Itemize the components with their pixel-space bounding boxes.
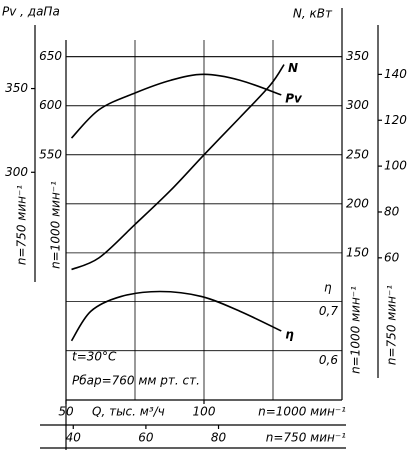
y2-750-label: n=750 мин⁻¹: [385, 285, 399, 365]
x750-tick-label: 60: [138, 431, 154, 445]
y3-title: η: [324, 281, 332, 295]
y-title: Pv , даПа: [2, 5, 60, 19]
curve: [71, 64, 285, 271]
y2-tick-label: 150: [346, 245, 369, 259]
curve-label: η: [285, 327, 294, 341]
curve-label: Pv: [285, 91, 303, 105]
x750-label: n=750 мин⁻¹: [266, 431, 346, 445]
x-tick-label: 50: [58, 405, 74, 419]
y750-tick-label: 300: [5, 165, 28, 179]
y2-speed-label: n=1000 мин⁻¹: [349, 286, 363, 374]
x750-tick-label: 80: [211, 431, 227, 445]
y-tick-label: 650: [39, 49, 62, 63]
y2-750-tick-label: 120: [384, 113, 407, 127]
y2-title: N, кВт: [293, 7, 333, 21]
y-tick-label: 600: [39, 98, 62, 112]
y-tick-label: 550: [39, 147, 62, 161]
y-speed-label: n=1000 мин⁻¹: [49, 181, 63, 269]
curve: [70, 290, 282, 342]
x750-tick-label: 40: [66, 431, 82, 445]
y3-tick-label: 0,7: [319, 304, 338, 318]
x-label: Q, тыс. м³/ч: [92, 405, 165, 419]
y2-tick-label: 350: [346, 49, 369, 63]
y2-tick-label: 300: [346, 98, 369, 112]
y2-750-tick-label: 60: [384, 250, 400, 264]
y2-tick-label: 250: [346, 147, 369, 161]
y3-tick-label: 0,6: [319, 353, 338, 367]
curve-label: N: [288, 61, 298, 75]
y750-label: n=750 мин⁻¹: [15, 185, 29, 265]
y2-750-tick-label: 100: [384, 159, 407, 173]
x-tick-label: 100: [193, 405, 216, 419]
y750-tick-label: 350: [5, 81, 28, 95]
y2-tick-label: 200: [346, 196, 369, 210]
y2-750-tick-label: 80: [384, 204, 400, 218]
annotation: t=30°C: [72, 350, 117, 364]
x-speed-label: n=1000 мин⁻¹: [258, 405, 346, 419]
annotation: Pбар=760 мм рт. ст.: [72, 374, 200, 388]
y2-750-tick-label: 140: [384, 67, 407, 81]
curve: [70, 73, 282, 139]
